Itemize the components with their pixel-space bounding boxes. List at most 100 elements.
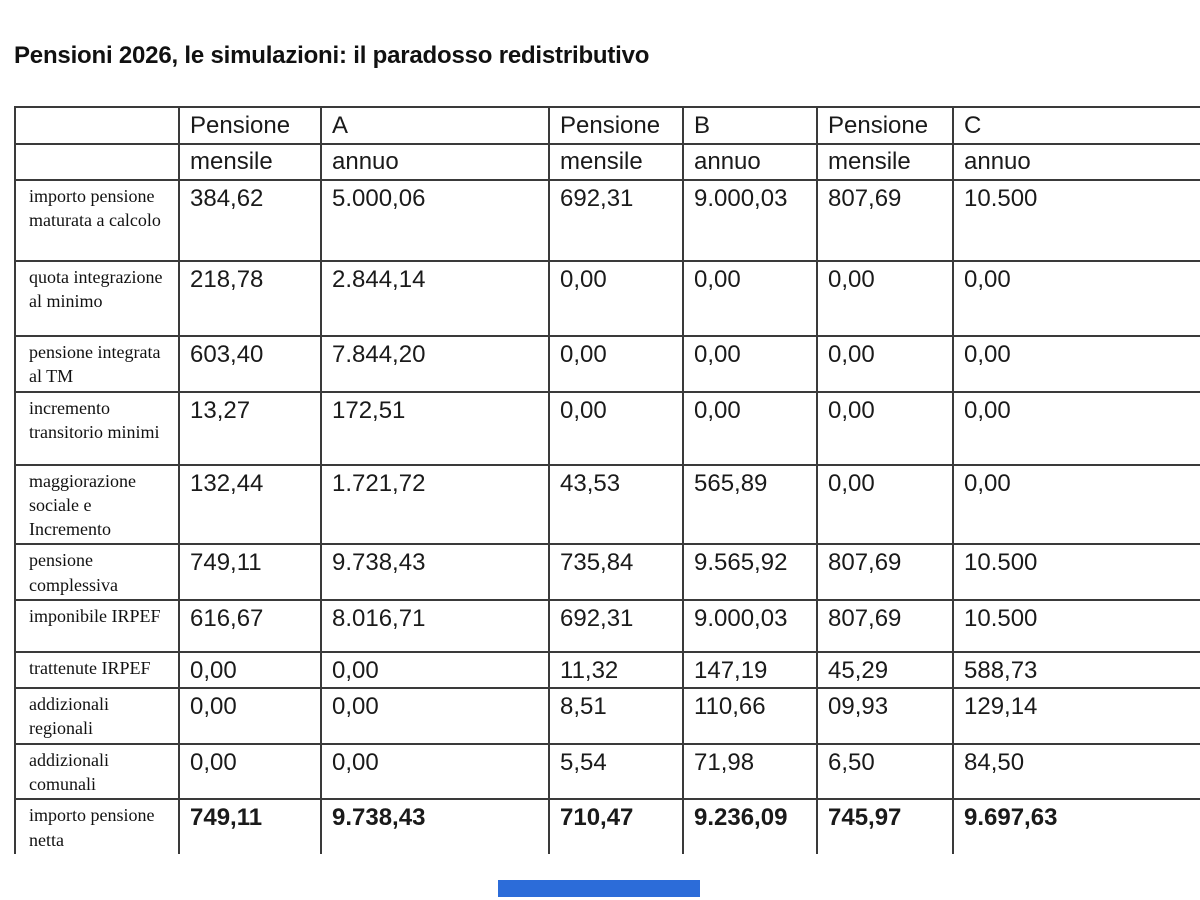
cell-value: 807,69 bbox=[816, 179, 954, 262]
pension-simulation-table: Pensione A Pensione B Pensione C mensile… bbox=[14, 106, 1200, 854]
table-body: importo pensione maturata a calcolo 384,6… bbox=[14, 179, 1200, 854]
row-label: importo pensione netta bbox=[14, 798, 180, 854]
cell-value: 45,29 bbox=[816, 651, 954, 690]
cell-value: 0,00 bbox=[682, 390, 818, 466]
cell-value: 10.500 bbox=[952, 179, 1200, 262]
cell-value: 0,00 bbox=[816, 390, 954, 466]
cell-value: 0,00 bbox=[320, 687, 550, 745]
row-label: pensione complessiva bbox=[14, 543, 180, 602]
cell-value: 0,00 bbox=[952, 390, 1200, 466]
cell-value: 710,47 bbox=[548, 798, 684, 854]
cell-value: 1.721,72 bbox=[320, 463, 550, 546]
cell-value: 6,50 bbox=[816, 742, 954, 801]
cell-value: 43,53 bbox=[548, 463, 684, 546]
cell-value: 13,27 bbox=[178, 390, 322, 466]
table-row: maggiorazione sociale e Incremento 132,44… bbox=[14, 463, 1200, 546]
cell-value: 0,00 bbox=[548, 335, 684, 393]
cell-value: 692,31 bbox=[548, 179, 684, 262]
cell-value: 09,93 bbox=[816, 687, 954, 745]
cell-value: 129,14 bbox=[952, 687, 1200, 745]
row-label: quota integrazione al minimo bbox=[14, 260, 180, 337]
table-row: importo pensione maturata a calcolo 384,6… bbox=[14, 179, 1200, 262]
cell-value: 7.844,20 bbox=[320, 335, 550, 393]
table-row: imponibile IRPEF 616,67 8.016,71 692,31 9.00… bbox=[14, 599, 1200, 654]
cell-value: 8,51 bbox=[548, 687, 684, 745]
cell-value: 8.016,71 bbox=[320, 599, 550, 654]
table-row: addizionali regionali 0,00 0,00 8,51 110,66 0… bbox=[14, 687, 1200, 745]
cell-value: 0,00 bbox=[548, 260, 684, 337]
cell-value: 10.500 bbox=[952, 543, 1200, 602]
cell-value: 0,00 bbox=[178, 742, 322, 801]
bottom-blue-bar bbox=[498, 880, 700, 897]
header-cell-c: C bbox=[952, 106, 1200, 145]
header-cell-a: A bbox=[320, 106, 550, 145]
header-cell-pensione-a: Pensione bbox=[178, 106, 322, 145]
table-row: trattenute IRPEF 0,00 0,00 11,32 147,19 45,29… bbox=[14, 651, 1200, 690]
row-label: imponibile IRPEF bbox=[14, 599, 180, 654]
table-header: Pensione A Pensione B Pensione C mensile… bbox=[14, 106, 1200, 181]
cell-value: 0,00 bbox=[682, 260, 818, 337]
header-cell-empty bbox=[14, 143, 180, 181]
page-title: Pensioni 2026, le simulazioni: il parado… bbox=[14, 42, 650, 69]
cell-value: 5,54 bbox=[548, 742, 684, 801]
table-row: pensione complessiva 749,11 9.738,43 735,84… bbox=[14, 543, 1200, 602]
header-cell-annuo-c: annuo bbox=[952, 143, 1200, 181]
cell-value: 603,40 bbox=[178, 335, 322, 393]
cell-value: 745,97 bbox=[816, 798, 954, 854]
table-row: addizionali comunali 0,00 0,00 5,54 71,98 6,5… bbox=[14, 742, 1200, 801]
row-label: pensione integrata al TM bbox=[14, 335, 180, 393]
cell-value: 5.000,06 bbox=[320, 179, 550, 262]
cell-value: 2.844,14 bbox=[320, 260, 550, 337]
row-label: incremento transitorio minimi bbox=[14, 390, 180, 466]
cell-value: 10.500 bbox=[952, 599, 1200, 654]
table-row: quota integrazione al minimo 218,78 2.844,… bbox=[14, 260, 1200, 337]
cell-value: 147,19 bbox=[682, 651, 818, 690]
cell-value: 9.236,09 bbox=[682, 798, 818, 854]
cell-value: 132,44 bbox=[178, 463, 322, 546]
cell-value: 0,00 bbox=[320, 742, 550, 801]
header-row-period: mensile annuo mensile annuo mensile annu… bbox=[14, 143, 1200, 181]
row-label: addizionali comunali bbox=[14, 742, 180, 801]
cell-value: 9.565,92 bbox=[682, 543, 818, 602]
header-cell-mensile-a: mensile bbox=[178, 143, 322, 181]
cell-value: 0,00 bbox=[952, 260, 1200, 337]
header-row-pension: Pensione A Pensione B Pensione C bbox=[14, 106, 1200, 145]
row-label: importo pensione maturata a calcolo bbox=[14, 179, 180, 262]
header-cell-annuo-b: annuo bbox=[682, 143, 818, 181]
header-cell-b: B bbox=[682, 106, 818, 145]
cell-value: 9.000,03 bbox=[682, 599, 818, 654]
cell-value: 0,00 bbox=[816, 463, 954, 546]
cell-value: 0,00 bbox=[548, 390, 684, 466]
table-row: importo pensione netta 749,11 9.738,43 710,… bbox=[14, 798, 1200, 854]
row-label: maggiorazione sociale e Incremento bbox=[14, 463, 180, 546]
header-cell-empty bbox=[14, 106, 180, 145]
cell-value: 9.738,43 bbox=[320, 798, 550, 854]
cell-value: 749,11 bbox=[178, 798, 322, 854]
cell-value: 84,50 bbox=[952, 742, 1200, 801]
cell-value: 807,69 bbox=[816, 599, 954, 654]
cell-value: 9.738,43 bbox=[320, 543, 550, 602]
cell-value: 692,31 bbox=[548, 599, 684, 654]
header-cell-pensione-b: Pensione bbox=[548, 106, 684, 145]
row-label: trattenute IRPEF bbox=[14, 651, 180, 690]
cell-value: 565,89 bbox=[682, 463, 818, 546]
cell-value: 807,69 bbox=[816, 543, 954, 602]
header-cell-annuo-a: annuo bbox=[320, 143, 550, 181]
cell-value: 172,51 bbox=[320, 390, 550, 466]
cell-value: 616,67 bbox=[178, 599, 322, 654]
cell-value: 749,11 bbox=[178, 543, 322, 602]
cell-value: 735,84 bbox=[548, 543, 684, 602]
header-cell-pensione-c: Pensione bbox=[816, 106, 954, 145]
row-label: addizionali regionali bbox=[14, 687, 180, 745]
table-row: incremento transitorio minimi 13,27 172,51… bbox=[14, 390, 1200, 466]
table-row: pensione integrata al TM 603,40 7.844,20 0,… bbox=[14, 335, 1200, 393]
header-cell-mensile-b: mensile bbox=[548, 143, 684, 181]
cell-value: 218,78 bbox=[178, 260, 322, 337]
cell-value: 588,73 bbox=[952, 651, 1200, 690]
cell-value: 0,00 bbox=[178, 651, 322, 690]
cell-value: 11,32 bbox=[548, 651, 684, 690]
cell-value: 0,00 bbox=[816, 335, 954, 393]
cell-value: 110,66 bbox=[682, 687, 818, 745]
cell-value: 71,98 bbox=[682, 742, 818, 801]
header-cell-mensile-c: mensile bbox=[816, 143, 954, 181]
